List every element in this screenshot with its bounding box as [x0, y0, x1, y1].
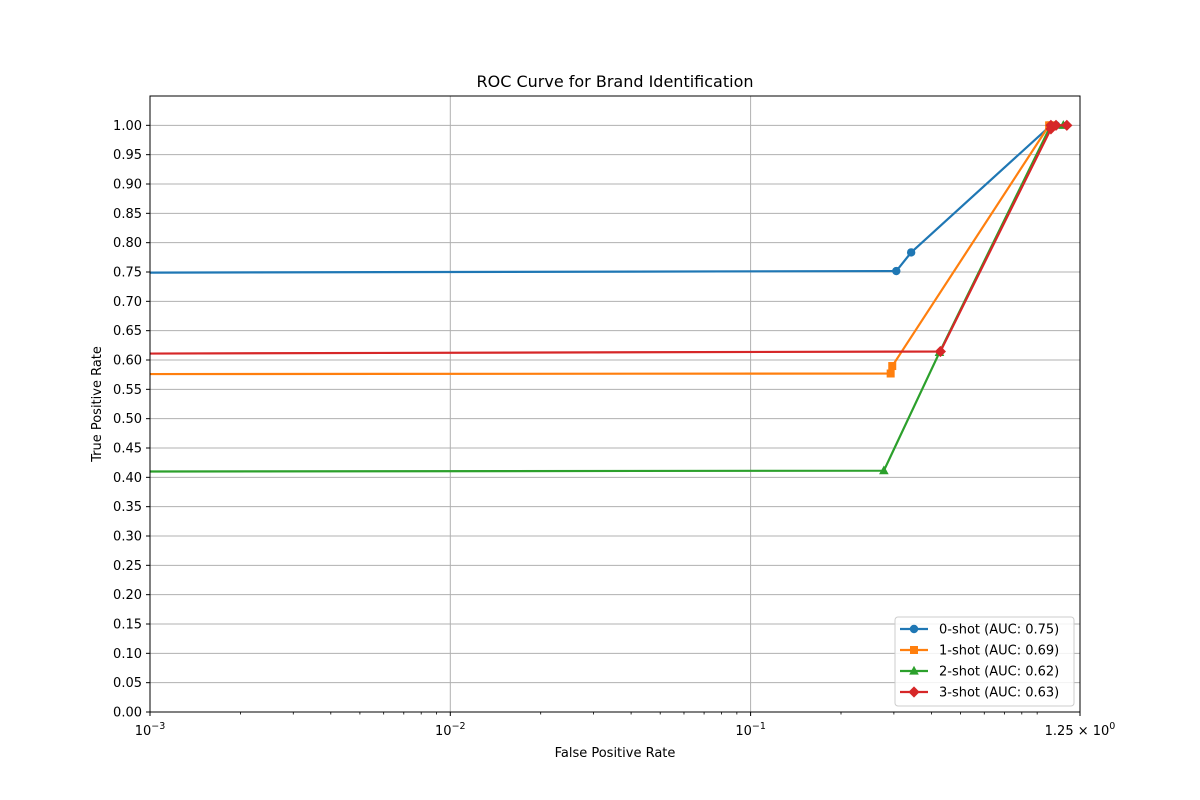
legend-marker-1: [910, 646, 918, 654]
data-point-3: [1061, 119, 1073, 131]
data-point-1: [886, 369, 895, 378]
x-tick-label: 10−1: [735, 721, 766, 739]
y-tick-label: 0.80: [113, 236, 142, 251]
data-point-2: [879, 465, 889, 475]
legend-label-3: 3-shot (AUC: 0.63): [939, 686, 1059, 701]
y-tick-label: 0.95: [113, 148, 142, 163]
y-tick-label: 0.10: [113, 647, 142, 662]
y-tick-label: 0.90: [113, 178, 142, 193]
legend-label-0: 0-shot (AUC: 0.75): [939, 623, 1059, 638]
y-tick-label: 0.30: [113, 530, 142, 545]
x-axis-title: False Positive Rate: [555, 746, 676, 761]
legend-marker-0: [909, 624, 919, 634]
x-tick-label: 1.25 × 100: [1045, 721, 1116, 739]
legend: 0-shot (AUC: 0.75) 1-shot (AUC: 0.69) 2-sh…: [894, 616, 1075, 707]
grid-layer: [150, 96, 1080, 713]
y-tick-label: 0.45: [113, 442, 142, 457]
y-tick-label: 0.65: [113, 324, 142, 339]
y-tick-label: 0.85: [113, 207, 142, 222]
y-tick-label: 0.05: [113, 676, 142, 691]
tick-layer: 0.00 0.05 0.10 0.15 0.20 0.25 0.30 0.35 0.40 0.45…: [113, 119, 1115, 739]
y-tick-label: 0.20: [113, 588, 142, 603]
y-tick-label: 1.00: [113, 119, 142, 134]
y-tick-label: 0.50: [113, 412, 142, 427]
y-tick-label: 0.70: [113, 295, 142, 310]
y-tick-label: 0.00: [113, 706, 142, 721]
legend-marker-3: [908, 686, 920, 698]
y-tick-label: 0.75: [113, 266, 142, 281]
data-point-0: [906, 248, 916, 257]
y-tick-label: 0.25: [113, 559, 142, 574]
legend-box: [894, 616, 1075, 707]
plot-frame: [149, 95, 1081, 713]
y-tick-label: 0.15: [113, 618, 142, 633]
data-point-3: [934, 345, 947, 358]
y-tick-label: 0.35: [113, 500, 142, 515]
y-tick-label: 0.55: [113, 383, 142, 398]
chart-title: ROC Curve for Brand Identification: [477, 72, 754, 91]
x-tick-label: 10−2: [435, 721, 466, 739]
x-tick-label: 10−3: [135, 721, 166, 739]
data-point-0: [892, 266, 901, 276]
series-layer: [149, 119, 1073, 475]
y-tick-label: 0.60: [113, 354, 142, 369]
legend-label-1: 1-shot (AUC: 0.69): [939, 644, 1059, 659]
data-point-1: [888, 362, 897, 371]
data-point-3: [1050, 119, 1062, 131]
legend-label-2: 2-shot (AUC: 0.62): [939, 665, 1059, 680]
y-axis-title: True Positive Rate: [90, 346, 105, 463]
legend-marker-2: [909, 665, 919, 675]
y-tick-label: 0.40: [113, 471, 142, 486]
